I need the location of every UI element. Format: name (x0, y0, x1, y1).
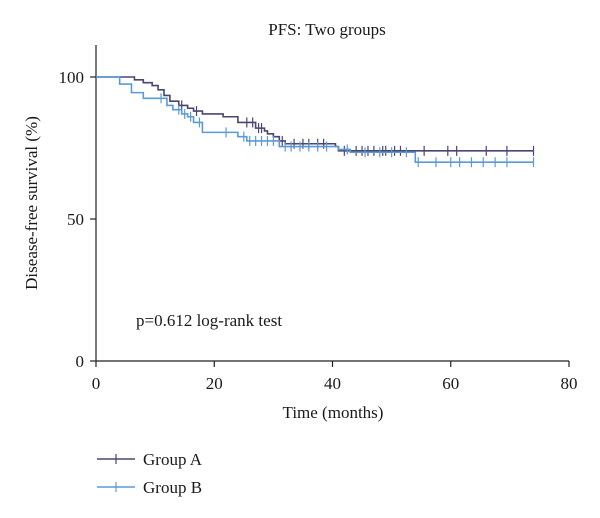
x-tick-label: 40 (324, 374, 341, 393)
x-axis-label: Time (months) (283, 403, 384, 422)
x-tick-label: 60 (442, 374, 459, 393)
legend-label-group-a: Group A (143, 450, 203, 469)
legend: Group A Group B (97, 450, 203, 497)
x-tick-label: 20 (206, 374, 223, 393)
p-value-annotation: p=0.612 log-rank test (136, 311, 282, 330)
x-tick-label: 0 (92, 374, 101, 393)
series-layer (96, 76, 535, 168)
y-tick-label: 50 (67, 210, 84, 229)
y-tick-label: 0 (76, 352, 85, 371)
x-tick-label: 80 (561, 374, 578, 393)
series-line-group-a (96, 76, 534, 152)
chart-title: PFS: Two groups (268, 20, 386, 39)
legend-label-group-b: Group B (143, 478, 202, 497)
y-tick-label: 100 (59, 68, 85, 87)
ticks: 0 20 40 60 80 0 50 100 (59, 68, 578, 393)
series-line-group-b (96, 76, 534, 163)
y-axis-label: Disease-free survival (%) (22, 116, 41, 290)
